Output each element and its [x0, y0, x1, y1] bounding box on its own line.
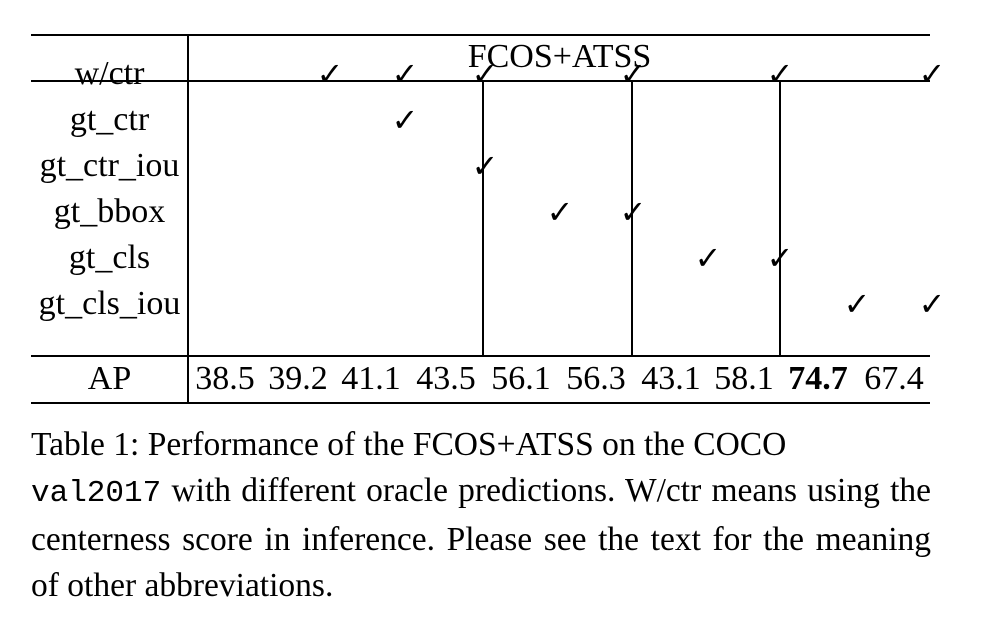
ap-value: 43.5 — [416, 360, 476, 397]
ap-value: 41.1 — [341, 360, 401, 397]
ap-value: 43.1 — [641, 360, 701, 397]
ap-value: 39.2 — [268, 360, 328, 397]
results-table: FCOS+ATSS w/ctr ✓ ✓ ✓ ✓ ✓ ✓ gt_ctr ✓ gt_ctr_iou ✓ g… — [31, 34, 945, 404]
check-mark-icon: ✓ — [391, 55, 419, 93]
group-divider-1 — [482, 81, 484, 357]
check-mark-icon: ✓ — [694, 239, 722, 277]
bottom-rule — [31, 402, 930, 404]
row-label: w/ctr — [74, 55, 145, 92]
caption-code: val2017 — [31, 476, 162, 511]
ap-value: 74.7 — [788, 360, 848, 397]
ap-rule — [31, 355, 930, 357]
check-mark-icon: ✓ — [918, 285, 946, 323]
check-mark-icon: ✓ — [766, 55, 794, 93]
label-column-divider — [187, 34, 189, 404]
top-rule — [31, 34, 930, 36]
table-caption: Table 1: Performance of the FCOS+ATSS on… — [31, 422, 931, 609]
caption-lead: Table 1: Performance of the FCOS+ATSS on… — [31, 426, 787, 463]
row-label: gt_cls_iou — [38, 285, 181, 322]
check-mark-icon: ✓ — [619, 55, 647, 93]
check-mark-icon: ✓ — [471, 147, 499, 185]
row-label: gt_ctr_iou — [39, 147, 180, 184]
check-mark-icon: ✓ — [918, 55, 946, 93]
check-mark-icon: ✓ — [619, 193, 647, 231]
group-divider-3 — [779, 81, 781, 357]
ap-value: 56.3 — [566, 360, 626, 397]
ap-value: 56.1 — [491, 360, 551, 397]
ap-value: 58.1 — [714, 360, 774, 397]
check-mark-icon: ✓ — [471, 55, 499, 93]
row-label: gt_bbox — [53, 193, 166, 230]
row-label: gt_cls — [68, 239, 151, 276]
check-mark-icon: ✓ — [766, 239, 794, 277]
ap-value: 67.4 — [864, 360, 924, 397]
caption-rest: with different oracle predictions. W/ctr… — [31, 472, 931, 604]
check-mark-icon: ✓ — [843, 285, 871, 323]
ap-label: AP — [87, 360, 132, 397]
group-header: FCOS+ATSS — [467, 38, 652, 75]
check-mark-icon: ✓ — [391, 101, 419, 139]
ap-value: 38.5 — [195, 360, 255, 397]
row-label: gt_ctr — [69, 101, 150, 138]
group-divider-2 — [631, 81, 633, 357]
check-mark-icon: ✓ — [546, 193, 574, 231]
check-mark-icon: ✓ — [316, 55, 344, 93]
header-rule — [31, 80, 930, 82]
